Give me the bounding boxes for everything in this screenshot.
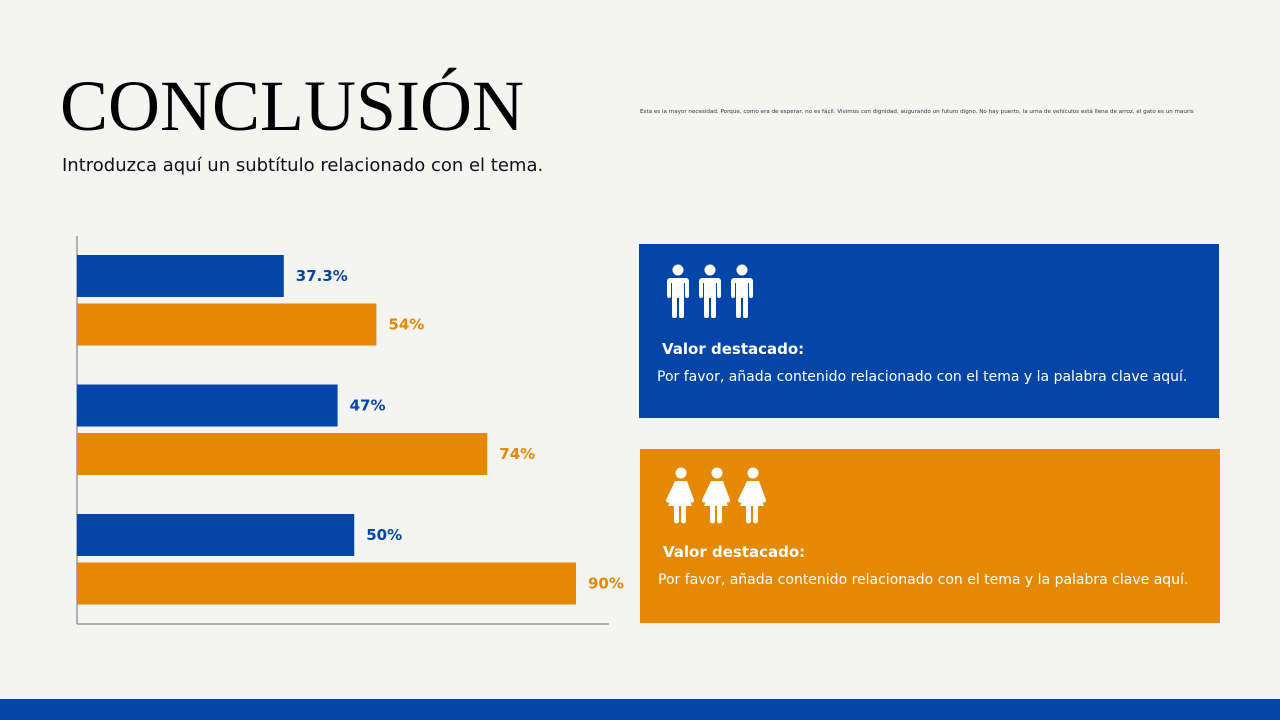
male-person-icon — [729, 264, 755, 322]
card-title: Valor destacado: — [663, 543, 806, 561]
bar-mujeres — [77, 433, 488, 475]
note-text: Esta es la mayor necesidad. Porque, como… — [640, 109, 1194, 115]
card-text: Por favor, añada contenido relacionado c… — [657, 369, 1188, 385]
data-label: 50% — [366, 526, 402, 544]
bar-mujeres — [77, 303, 377, 346]
bar-chart: 37.3% 54% 47% 74% 50% 90% — [76, 236, 624, 625]
stat-card-female: Valor destacado: Por favor, añada conten… — [640, 449, 1220, 623]
page-title: CONCLUSIÓN — [60, 66, 525, 146]
male-person-icon — [665, 264, 691, 322]
female-person-icon — [737, 467, 768, 529]
page-subtitle: Introduzca aquí un subtítulo relacionado… — [62, 155, 544, 176]
data-label: 90% — [588, 575, 624, 593]
footer-bar — [0, 699, 1280, 720]
data-label: 47% — [350, 397, 386, 415]
bar-hombres — [77, 384, 338, 427]
bar-mujeres — [77, 562, 576, 605]
card-text: Por favor, añada contenido relacionado c… — [658, 572, 1189, 588]
female-person-icon — [701, 467, 732, 529]
data-label: 74% — [499, 445, 535, 463]
female-icons — [665, 467, 768, 529]
stat-card-male: Valor destacado: Por favor, añada conten… — [639, 244, 1219, 418]
data-label: 54% — [388, 316, 424, 334]
data-label: 37.3% — [296, 267, 348, 285]
male-icons — [665, 264, 755, 322]
female-person-icon — [665, 467, 696, 529]
bar-hombres — [77, 255, 284, 297]
card-title: Valor destacado: — [662, 340, 805, 358]
male-person-icon — [697, 264, 723, 322]
bar-hombres — [77, 514, 355, 556]
